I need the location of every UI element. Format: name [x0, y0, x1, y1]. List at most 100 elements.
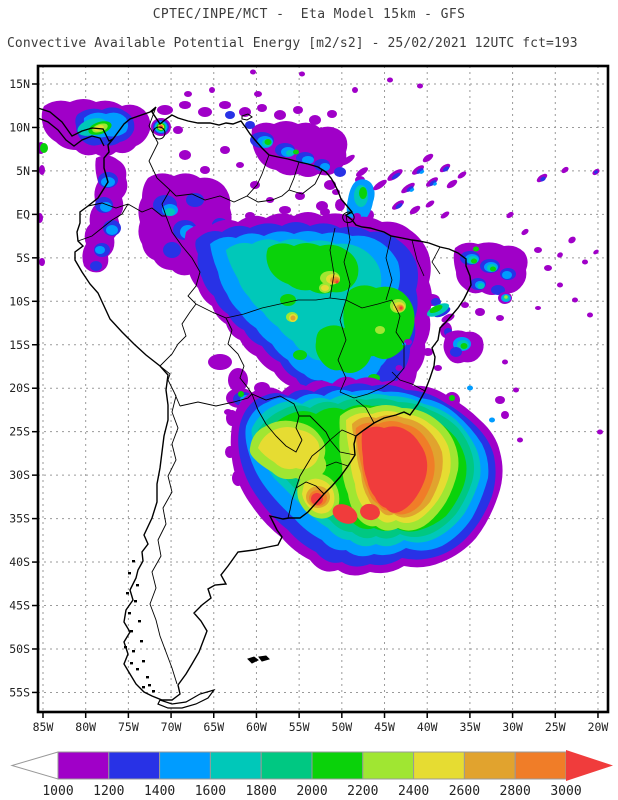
cape-contour-blob: [198, 107, 212, 117]
cape-contour-blob: [163, 242, 181, 258]
colorbar-cell: [57, 751, 110, 780]
cape-contour-blob: [280, 294, 296, 306]
lat-tick-label: 5N: [16, 164, 30, 178]
cape-contour-blob: [412, 165, 424, 175]
cape-contour-blob: [238, 391, 244, 397]
cape-contour-blob: [501, 411, 509, 419]
cape-contour-blob: [434, 365, 442, 371]
cape-contour-blob: [352, 87, 358, 93]
cape-contour-blob: [321, 285, 329, 291]
cape-contour-blob: [416, 168, 424, 174]
colorbar-level-label: 2600: [449, 784, 480, 799]
cape-contour-blob: [490, 266, 496, 272]
cape-contour-blob: [502, 271, 512, 279]
cape-contour-blob: [353, 213, 361, 219]
cape-contour-blob: [477, 283, 485, 289]
cape-contour-blob: [475, 308, 485, 316]
fjord-island: [130, 630, 133, 633]
colorbar-cell: [311, 751, 364, 780]
lat-tick-label: 15N: [9, 77, 30, 91]
cape-contour-blob: [327, 110, 337, 118]
colorbar-level-label: 1000: [42, 784, 73, 799]
lat-tick-label: 40S: [9, 555, 30, 569]
cape-contour-blob: [315, 325, 373, 373]
cape-contour-blob: [521, 228, 529, 236]
fjord-island: [128, 572, 131, 575]
cape-contour-blob: [251, 121, 348, 177]
cape-contour-blob: [561, 166, 569, 174]
cape-contour-blob: [375, 326, 385, 334]
cape-contour-blob: [245, 212, 255, 220]
lon-tick-label: 70W: [161, 720, 182, 734]
cape-contour-blob: [173, 126, 183, 134]
lon-tick-label: 25W: [545, 720, 566, 734]
cape-contour-blob: [431, 298, 441, 306]
cape-contour-blob: [401, 182, 415, 194]
cape-contour-blob: [293, 106, 303, 114]
lat-tick-label: 10S: [9, 294, 30, 308]
cape-contour-blob: [95, 246, 105, 254]
cape-contour-blob: [320, 208, 330, 216]
axis-ticks-and-labels: 15N 10N 5N EQ 5S 10S 15S 20S 25S 30S 35S 40S 45S 50S 5…: [9, 77, 608, 734]
cape-contour-blob: [324, 180, 336, 190]
colorbar-cell: [514, 751, 567, 780]
cape-contour-blob: [387, 77, 393, 83]
island-trinidad: [241, 113, 253, 121]
cape-contour-blob: [39, 258, 45, 266]
cape-contour-blob: [513, 387, 519, 393]
cape-contour-blob: [399, 306, 403, 310]
cape-contour-blob: [495, 396, 505, 404]
colorbar-level-label: 3000: [550, 784, 581, 799]
lat-tick-label: 25S: [9, 425, 30, 439]
cape-contour-blob: [504, 295, 508, 299]
chart-subtitle: Convective Available Potential Energy [m…: [7, 36, 578, 51]
cape-contour-blob: [257, 104, 267, 112]
cape-contour-blob: [419, 170, 425, 174]
cape-shading-field: [37, 69, 603, 576]
cape-contour-blob: [449, 395, 455, 401]
lat-tick-label: 55S: [9, 685, 30, 699]
lon-tick-label: 50W: [331, 720, 352, 734]
state-borders-brazil: [225, 214, 441, 467]
fjord-island: [124, 646, 127, 649]
cape-contour-blob: [535, 306, 541, 310]
cape-contour-blob: [250, 69, 256, 75]
cape-contour-blob: [582, 259, 588, 265]
cape-contour-blob: [219, 101, 231, 109]
fjord-island: [148, 684, 151, 687]
cape-contour-blob: [335, 280, 339, 284]
map-frame: [36, 64, 610, 714]
cape-contour-blob: [293, 149, 299, 155]
cape-contour-blob: [544, 265, 552, 271]
cape-contour-blob: [309, 115, 321, 125]
lat-tick-label: 50S: [9, 642, 30, 656]
cape-contour-blob: [279, 206, 291, 214]
fjord-island: [138, 620, 141, 623]
cape-contour-blob: [467, 385, 473, 391]
islands-falkland: [247, 655, 270, 664]
cape-contour-blob: [236, 162, 244, 168]
cape-contour-blob: [341, 154, 355, 166]
fjord-island: [146, 676, 149, 679]
cape-contour-blob: [496, 315, 504, 321]
cape-contour-blob: [460, 343, 468, 349]
cape-contour-blob: [450, 347, 462, 357]
cape-contour-blob: [254, 91, 262, 97]
cape-contour-blob: [359, 187, 367, 199]
colorbar-level-label: 1400: [144, 784, 175, 799]
lon-tick-label: 35W: [460, 720, 481, 734]
cape-contour-blob: [209, 87, 215, 93]
island-tierra-del-fuego: [157, 688, 216, 709]
cape-contour-blob: [429, 180, 437, 186]
lat-tick-label: 30S: [9, 468, 30, 482]
colorbar-right-arrow: [566, 750, 613, 781]
cape-contour-blob: [557, 252, 563, 258]
cape-contour-blob: [425, 200, 435, 208]
fjord-island: [136, 668, 139, 671]
lon-tick-label: 75W: [118, 720, 139, 734]
lon-tick-label: 65W: [203, 720, 224, 734]
cape-contour-blob: [395, 203, 403, 209]
colorbar-cell: [260, 751, 313, 780]
